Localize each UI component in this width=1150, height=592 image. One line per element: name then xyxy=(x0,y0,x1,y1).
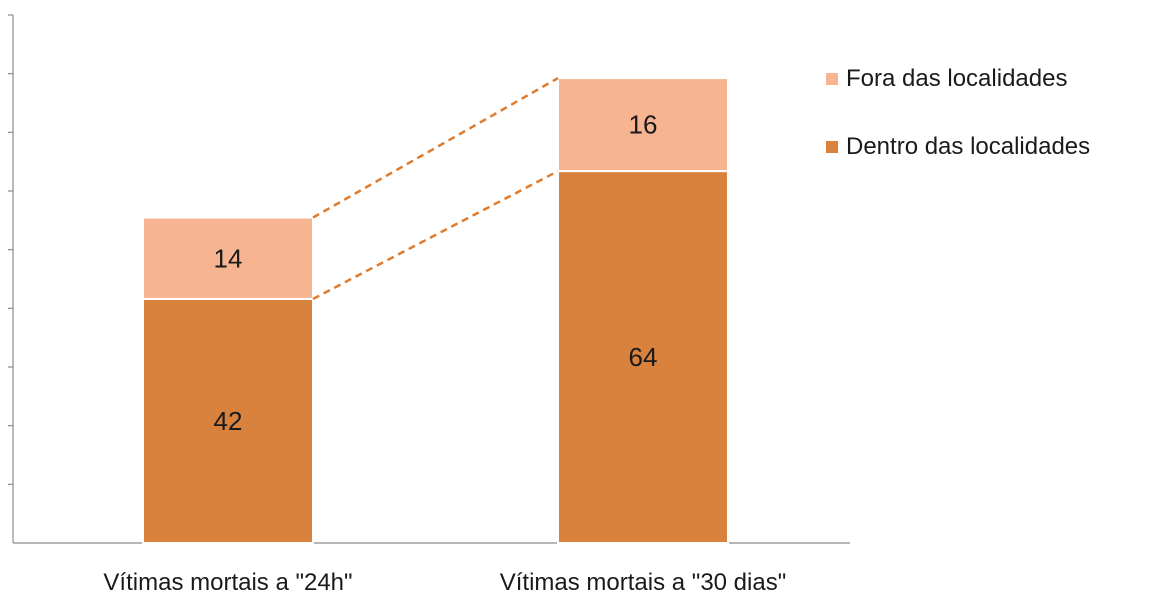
legend-item-fora: Fora das localidades xyxy=(826,62,1090,96)
bars xyxy=(142,77,729,544)
data-label-fora-1: 16 xyxy=(629,110,658,140)
labels: 42 14 Vítimas mortais a "24h" 64 16 Vítimas m… xyxy=(103,110,786,592)
connector-line-fora xyxy=(312,77,559,219)
connector-line-dentro xyxy=(312,169,559,301)
legend-swatch-fora xyxy=(826,73,838,85)
legend-swatch-dentro xyxy=(826,141,838,153)
legend-label-dentro: Dentro das localidades xyxy=(846,133,1091,160)
legend-label-fora: Fora das localidades xyxy=(846,65,1068,92)
bar-segment-fora-0 xyxy=(142,216,314,300)
connector-lines xyxy=(312,77,559,301)
bar-segment-dentro-0 xyxy=(142,297,314,544)
legend: Fora das localidades Dentro das localida… xyxy=(826,62,1090,198)
legend-item-dentro: Dentro das localidades xyxy=(826,130,1090,164)
data-label-fora-0: 14 xyxy=(214,243,243,273)
category-label-0: Vítimas mortais a "24h" xyxy=(103,569,352,592)
data-label-dentro-1: 64 xyxy=(629,342,658,372)
category-label-1: Vítimas mortais a "30 dias" xyxy=(500,569,786,592)
bar-segment-dentro-1 xyxy=(557,170,729,544)
bar-segment-fora-1 xyxy=(557,77,729,173)
data-label-dentro-0: 42 xyxy=(214,406,243,436)
